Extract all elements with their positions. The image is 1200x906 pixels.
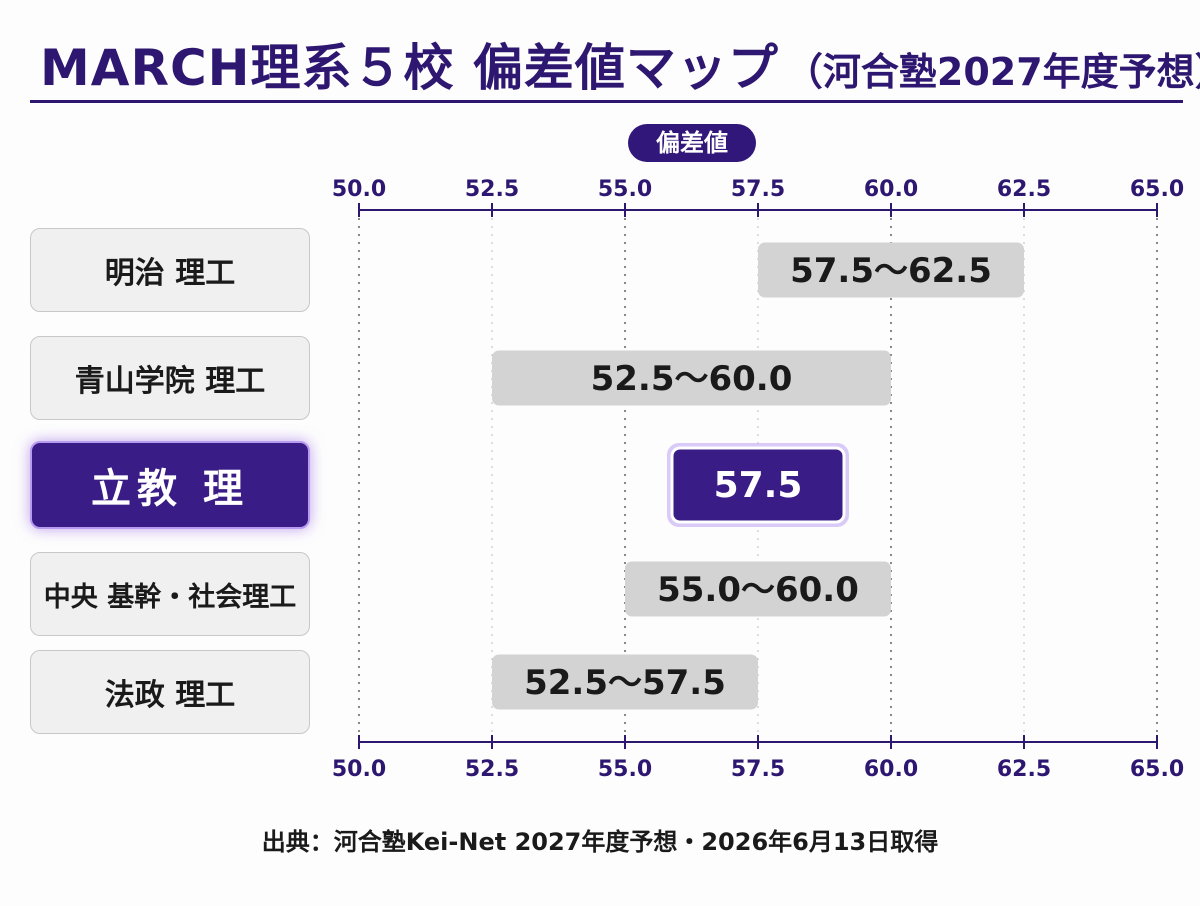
row-label-chuo: 中央 基幹・社会理工 [30, 552, 310, 636]
tick-label-top: 60.0 [864, 177, 918, 202]
tick-label-bottom: 55.0 [598, 757, 652, 782]
bar-range [492, 350, 891, 406]
title-sub: （河合塾2027年度予想） [784, 50, 1200, 94]
axis-title-pill: 偏差値 [628, 124, 756, 162]
source-note: 出典：河合塾Kei-Net 2027年度予想・2026年6月13日取得 [261, 828, 939, 856]
page-title: MARCH理系５校 偏差値マップ （河合塾2027年度予想） [40, 28, 1200, 100]
tick-label-bottom: 65.0 [1130, 757, 1184, 782]
tick-label-bottom: 62.5 [997, 757, 1051, 782]
bar-value-label: 57.5 [714, 465, 803, 506]
title-main: MARCH理系５校 偏差値マップ [40, 39, 779, 97]
tick-label-bottom: 60.0 [864, 757, 918, 782]
row-label-aoyama: 青山学院 理工 [30, 336, 310, 420]
tick-label-top: 57.5 [731, 177, 785, 202]
row-label-hosei: 法政 理工 [30, 650, 310, 734]
row-label-rikkyo: 立教 理 [30, 441, 310, 529]
bar-value-label: 52.5～60.0 [591, 359, 793, 399]
title-underline [30, 100, 1183, 103]
tick-label-bottom: 57.5 [731, 757, 785, 782]
bar-range [625, 561, 891, 617]
tick-label-top: 65.0 [1130, 177, 1184, 202]
tick-label-top: 62.5 [997, 177, 1051, 202]
bar-range [492, 654, 758, 710]
tick-label-top: 52.5 [465, 177, 519, 202]
tick-label-top: 55.0 [598, 177, 652, 202]
tick-label-bottom: 52.5 [465, 757, 519, 782]
tick-label-top: 50.0 [332, 177, 386, 202]
row-label-meiji: 明治 理工 [30, 228, 310, 312]
bar-glow [667, 443, 849, 527]
bar-value-label: 57.5～62.5 [790, 251, 992, 291]
bar-value-label: 55.0～60.0 [657, 570, 859, 610]
tick-label-bottom: 50.0 [332, 757, 386, 782]
bar-highlight [670, 446, 846, 524]
bar-value-label: 52.5～57.5 [524, 663, 726, 703]
bar-range [758, 242, 1024, 298]
